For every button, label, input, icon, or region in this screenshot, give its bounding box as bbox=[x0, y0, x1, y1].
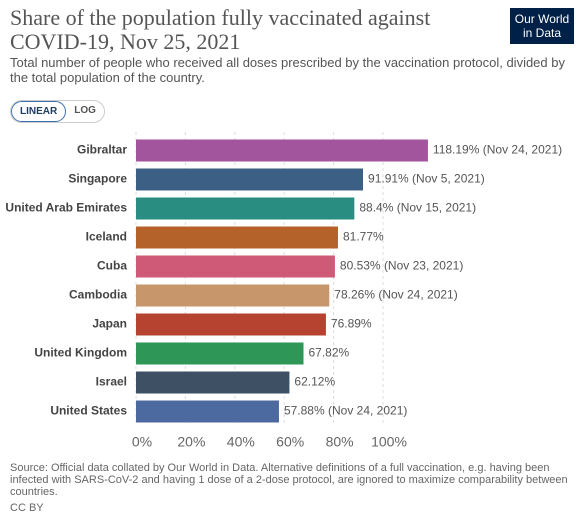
bar bbox=[136, 400, 279, 423]
value-label: 80.53% (Nov 23, 2021) bbox=[340, 259, 463, 273]
x-tick-label: 20% bbox=[177, 434, 205, 450]
y-tick-label: Cuba bbox=[97, 259, 127, 273]
logo-text: Our World bbox=[514, 12, 570, 26]
y-tick-label: Israel bbox=[96, 375, 127, 389]
chart-subtitle: Total number of people who received all … bbox=[10, 55, 565, 85]
bar bbox=[136, 168, 364, 191]
value-label: 118.19% (Nov 24, 2021) bbox=[433, 143, 562, 157]
y-tick-label: Iceland bbox=[86, 230, 127, 244]
source-note: Source: Official data collated by Our Wo… bbox=[10, 462, 568, 498]
y-tick-label: Gibraltar bbox=[77, 143, 127, 157]
value-label: 81.77% bbox=[343, 230, 384, 244]
bar bbox=[136, 313, 326, 336]
value-label: 76.89% bbox=[331, 317, 372, 331]
bar bbox=[136, 139, 428, 162]
bar bbox=[136, 371, 290, 394]
value-label: 62.12% bbox=[294, 375, 335, 389]
license[interactable]: CC BY bbox=[10, 502, 44, 514]
x-tick-label: 0% bbox=[132, 434, 152, 450]
bar bbox=[136, 255, 335, 278]
value-label: 78.26% (Nov 24, 2021) bbox=[334, 288, 457, 302]
chart-title: Share of the population fully vaccinated… bbox=[10, 5, 431, 54]
logo-text: in Data bbox=[522, 26, 562, 40]
x-tick-label: 100% bbox=[371, 434, 407, 450]
bar bbox=[136, 342, 304, 365]
y-tick-label: United Arab Emirates bbox=[5, 201, 127, 215]
y-tick-label: Japan bbox=[92, 317, 127, 331]
value-label: 88.4% (Nov 15, 2021) bbox=[359, 201, 476, 215]
bar bbox=[136, 197, 355, 220]
logo[interactable]: Our World in Data bbox=[510, 8, 574, 44]
x-tick-label: 60% bbox=[276, 434, 304, 450]
value-label: 57.88% (Nov 24, 2021) bbox=[284, 404, 407, 418]
value-label: 67.82% bbox=[309, 346, 350, 360]
y-tick-label: United Kingdom bbox=[34, 346, 127, 360]
y-tick-label: Singapore bbox=[68, 172, 127, 186]
scale-button[interactable]: LINEAR bbox=[11, 101, 67, 122]
y-tick-label: United States bbox=[50, 404, 127, 418]
bar bbox=[136, 284, 330, 307]
scale-button[interactable]: LOG bbox=[74, 105, 96, 116]
bar bbox=[136, 226, 338, 249]
x-tick-label: 40% bbox=[227, 434, 255, 450]
value-label: 91.91% (Nov 5, 2021) bbox=[368, 172, 485, 186]
x-tick-label: 80% bbox=[326, 434, 354, 450]
scale-toggle: LINEAR LOG bbox=[10, 100, 105, 123]
y-tick-label: Cambodia bbox=[69, 288, 127, 302]
